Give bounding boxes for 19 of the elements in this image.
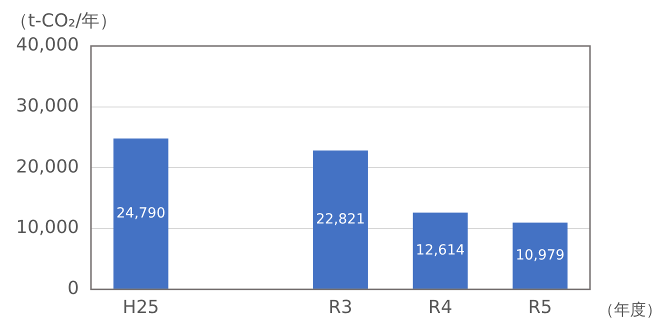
x-tick-label: H25 xyxy=(122,296,160,318)
x-tick-label: R3 xyxy=(328,296,352,318)
data-label: 24,790 xyxy=(116,205,166,222)
data-label: 22,821 xyxy=(316,211,365,228)
bar xyxy=(113,138,168,289)
data-label: 10,979 xyxy=(516,247,565,264)
y-tick-label: 20,000 xyxy=(16,156,79,178)
y-tick-label: 10,000 xyxy=(16,217,79,238)
y-tick-label: 0 xyxy=(68,278,79,300)
bar xyxy=(313,150,368,289)
x-tick-label: R4 xyxy=(428,296,452,318)
bar xyxy=(412,212,468,289)
data-label: 12,614 xyxy=(416,242,465,258)
x-tick-label: R5 xyxy=(528,296,552,318)
bar xyxy=(512,222,568,289)
y-tick-label: 30,000 xyxy=(16,96,79,117)
x-axis-title: （年度） xyxy=(598,300,662,320)
y-axis-title: （t-CO₂/年） xyxy=(10,10,118,32)
y-tick-label: 40,000 xyxy=(16,34,79,56)
